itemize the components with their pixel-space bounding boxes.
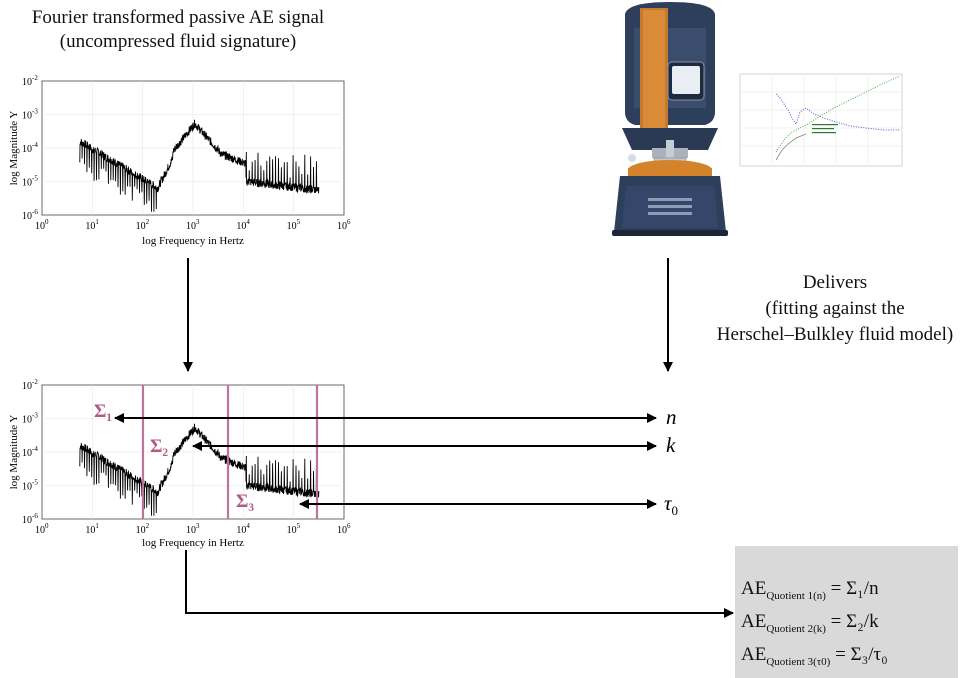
- delivers-line-3: Herschel–Bulkley fluid model): [716, 324, 954, 345]
- param-tau: τ0: [664, 491, 678, 518]
- sigma-1-label: Σ₁: [94, 401, 112, 422]
- y-tick-label: 10-2: [22, 378, 38, 392]
- top-plot-title: Fourier transformed passive AE signal (u…: [0, 6, 356, 54]
- y-tick-label: 10-2: [22, 74, 38, 88]
- delivers-line-1: Delivers: [802, 272, 868, 293]
- bottom-plot-grid: [42, 385, 344, 519]
- top-plot-grid: [42, 81, 344, 215]
- bottom-spectrum-line: [79, 423, 320, 516]
- sigma-3-label: Σ₃: [236, 491, 254, 512]
- y-tick-label: 10-5: [22, 479, 38, 493]
- y-tick-label: 10-5: [22, 175, 38, 189]
- param-k: k: [666, 433, 676, 457]
- x-tick-label: 106: [337, 522, 351, 536]
- formula-3-rhs: = Σ₃/τ₀: [835, 643, 888, 665]
- y-tick-label: 10-4: [22, 141, 38, 155]
- y-tick-label: 10-6: [22, 512, 38, 526]
- x-tick-label: 105: [287, 218, 301, 232]
- y-tick-label: 10-6: [22, 208, 38, 222]
- title-line-2: (uncompressed fluid signature): [59, 31, 297, 52]
- formula-1: AEQuotient 1(n) = Σ₁/n: [741, 576, 958, 609]
- top-spectrum-plot: [41, 80, 345, 216]
- formula-3-sub: Quotient 3(τ0): [766, 655, 831, 668]
- y-tick-label: 10-3: [22, 108, 38, 122]
- formula-1-rhs: = Σ₁/n: [830, 578, 879, 599]
- x-tick-label: 103: [186, 522, 200, 536]
- param-n: n: [666, 405, 677, 429]
- bottom-ylabel: log Magnitude Y: [8, 415, 20, 490]
- top-xlabel: log Frequency in Hertz: [142, 235, 244, 247]
- x-tick-label: 101: [85, 218, 99, 232]
- formula-list: AEQuotient 1(n) = Σ₁/n AEQuotient 2(k) =…: [735, 546, 958, 674]
- x-tick-label: 100: [35, 218, 49, 232]
- x-tick-label: 101: [85, 522, 99, 536]
- x-tick-label: 104: [236, 218, 250, 232]
- top-spectrum-line: [79, 119, 320, 212]
- top-ylabel: log Magnitude Y: [8, 111, 20, 186]
- formula-2-lhs: AE: [741, 610, 767, 632]
- y-tick-label: 10-3: [22, 412, 38, 426]
- x-tick-label: 103: [186, 218, 200, 232]
- y-tick-label: 10-4: [22, 445, 38, 459]
- arrow-to-formulas: [185, 550, 734, 618]
- formula-1-sub: Quotient 1(n): [766, 589, 826, 602]
- formula-2-rhs: = Σ₂/k: [830, 610, 879, 632]
- x-tick-label: 106: [337, 218, 351, 232]
- x-tick-label: 104: [236, 522, 250, 536]
- rheometer-instrument: [612, 2, 728, 236]
- x-tick-label: 100: [35, 522, 49, 536]
- title-line-1: Fourier transformed passive AE signal: [31, 7, 325, 28]
- formula-1-lhs: AE: [741, 578, 767, 599]
- formula-3: AEQuotient 3(τ0) = Σ₃/τ₀: [741, 642, 958, 675]
- formula-box: AEQuotient 1(n) = Σ₁/n AEQuotient 2(k) =…: [735, 546, 958, 678]
- formula-2: AEQuotient 2(k) = Σ₂/k: [741, 609, 958, 642]
- x-tick-label: 102: [136, 522, 150, 536]
- sigma-2-label: Σ₂: [150, 436, 168, 457]
- delivers-caption: Delivers (fitting against the Herschel–B…: [690, 270, 968, 348]
- rheology-chart-thumbnail: [739, 73, 903, 167]
- x-tick-label: 102: [136, 218, 150, 232]
- x-tick-label: 105: [287, 522, 301, 536]
- formula-2-sub: Quotient 2(k): [766, 622, 826, 635]
- bottom-spectrum-plot: [41, 384, 345, 520]
- delivers-line-2: (fitting against the: [765, 298, 905, 319]
- bottom-xlabel: log Frequency in Hertz: [142, 537, 244, 549]
- formula-3-lhs: AE: [741, 643, 767, 665]
